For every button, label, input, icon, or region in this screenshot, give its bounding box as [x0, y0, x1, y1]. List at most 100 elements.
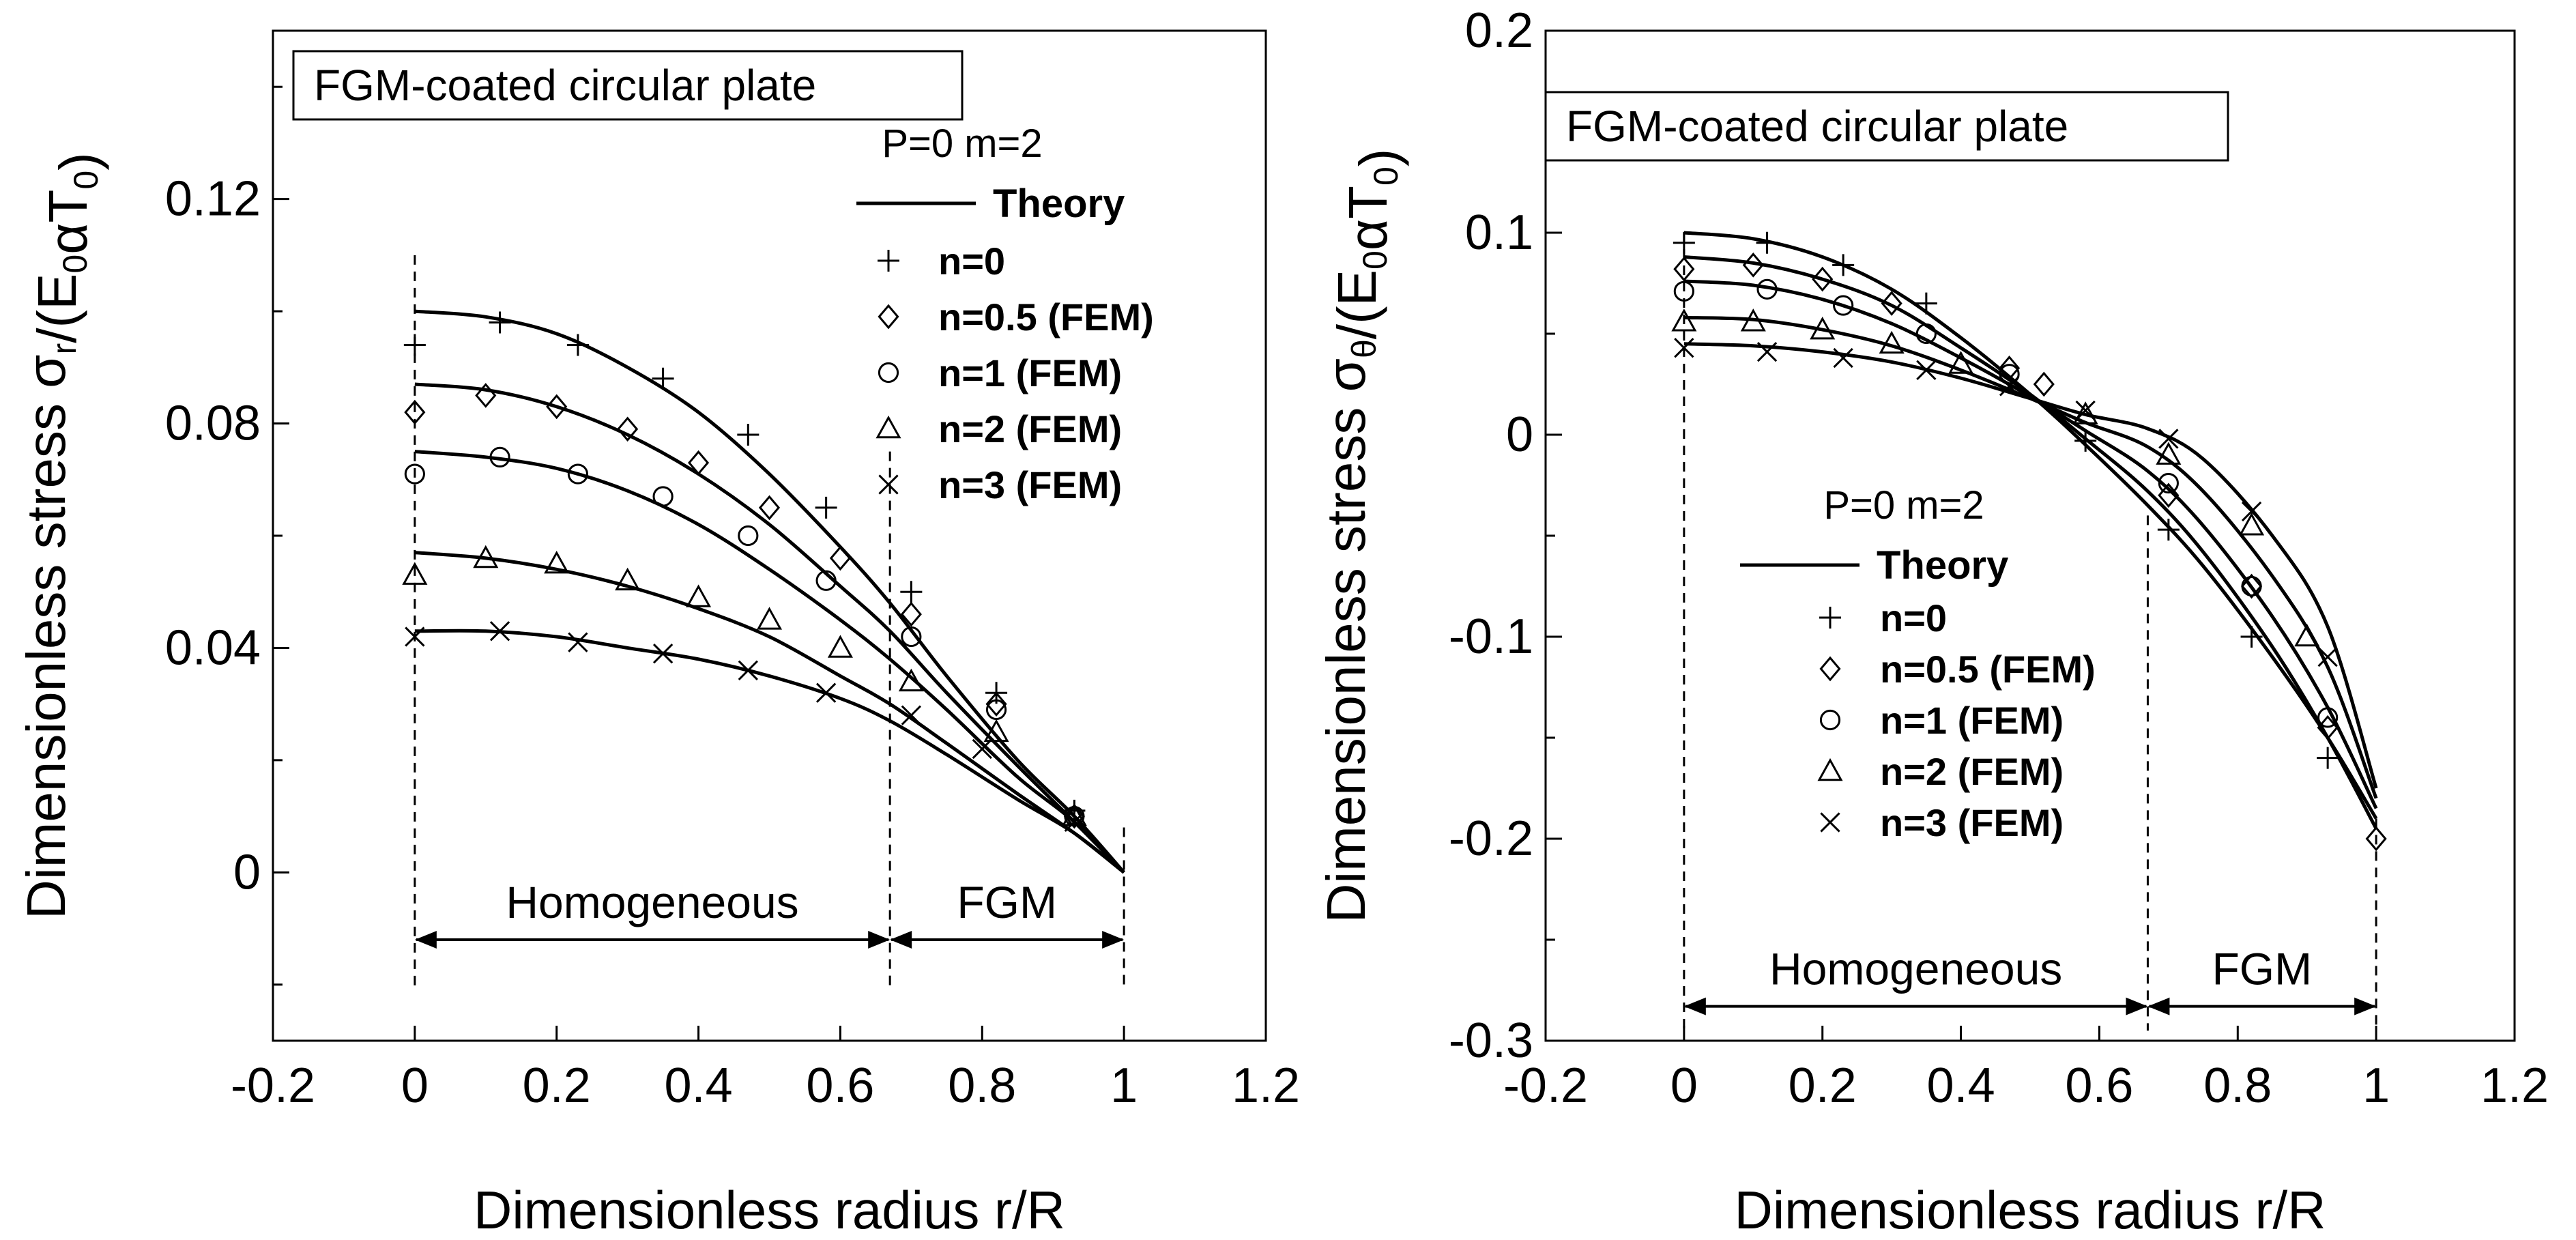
y-axis-label-subscript: 0 [56, 255, 94, 274]
fem-marker-x [1999, 376, 2020, 396]
y-axis-label-subscript: θ [1345, 339, 1383, 358]
y-tick-label: 0.2 [1465, 3, 1533, 58]
y-tick-label: -0.1 [1449, 609, 1533, 664]
y-axis-label-part: αT [38, 190, 98, 255]
y-tick-label: 0.08 [165, 396, 261, 451]
fem-marker-x [972, 738, 992, 760]
fem-marker-plus [1832, 254, 1855, 276]
region-arrow-head-right [1102, 931, 1125, 949]
plot-frame [1544, 29, 2516, 1042]
y-tick-label: -0.3 [1449, 1013, 1533, 1068]
fem-marker-triangle [402, 562, 428, 585]
fem-marker-triangle [2156, 442, 2182, 465]
fem-marker-x [489, 621, 510, 641]
legend-label: n=0.5 (FEM) [938, 295, 1154, 338]
fem-marker-circle [815, 570, 837, 591]
fem-marker-circle [2158, 472, 2179, 494]
fem-marker-diamond [1742, 253, 1764, 278]
y-axis-label-part: /(E [27, 274, 87, 343]
x-tick-label: 0 [1670, 1058, 1698, 1113]
x-tick-label: 1 [2362, 1058, 2390, 1113]
x-tick-label: 1.2 [1232, 1058, 1300, 1113]
legend-marker-triangle [875, 415, 901, 439]
fem-marker-triangle [473, 545, 499, 568]
y-axis-label-subscript: 0 [1356, 250, 1394, 270]
y-tick-label: 0 [1506, 407, 1533, 462]
x-tick-label: 0.6 [806, 1058, 874, 1113]
y-axis-label-subscript: 0 [1367, 167, 1405, 186]
fem-marker-triangle [615, 567, 641, 591]
fem-marker-diamond [1881, 291, 1902, 316]
fem-marker-plus [1915, 292, 1937, 315]
fem-marker-triangle [1671, 308, 1697, 332]
x-axis-label: Dimensionless radius r/R [1735, 1180, 2326, 1240]
theory-curve-triangle [414, 551, 1125, 874]
y-tick-label: 0 [233, 845, 261, 899]
x-tick-label: 0.4 [665, 1058, 733, 1113]
y-axis-label-part: Dimensionless stress σ [1316, 358, 1376, 923]
x-tick-label: 1.2 [2480, 1058, 2549, 1113]
fem-marker-circle [985, 699, 1007, 720]
fem-marker-circle [2241, 575, 2262, 597]
x-tick-label: 0 [401, 1058, 429, 1113]
legend-label: n=1 (FEM) [1880, 699, 2064, 742]
fem-marker-plus [403, 334, 426, 356]
y-axis-label: Dimensionless stress σθ/(E0αT0) [1316, 149, 1409, 923]
title-box [1544, 91, 2229, 162]
y-axis-label-part: αT [1337, 186, 1398, 250]
region-arrow-head-left [414, 931, 437, 949]
fem-marker-triangle [2294, 623, 2320, 647]
fem-marker-diamond [2365, 826, 2387, 852]
fem-marker-x [1916, 360, 1937, 380]
y-tick-label: 0.04 [165, 620, 261, 675]
legend-label: n=2 (FEM) [938, 407, 1122, 450]
fem-marker-diamond [758, 495, 781, 521]
x-tick-label: 0.2 [523, 1058, 591, 1113]
fem-marker-plus [2240, 626, 2263, 648]
fem-marker-diamond [2241, 573, 2263, 599]
y-axis-label-subscript: r [45, 343, 83, 355]
fem-marker-triangle [2239, 513, 2265, 536]
y-axis-label-part: Dimensionless stress σ [16, 354, 76, 919]
chart-hoop-stress: -0.2 0 0.2 0.4 0.6 0.8 1 1.2-0.3-0.2-0.100.10.2… [1316, 3, 2549, 1240]
title-box [292, 50, 964, 121]
fem-marker-circle [404, 463, 425, 485]
fem-marker-plus [2157, 519, 2180, 541]
fem-marker-diamond [1063, 803, 1085, 829]
fem-marker-x [1064, 811, 1085, 832]
fem-marker-diamond [404, 399, 426, 425]
y-tick-label: -0.2 [1449, 811, 1533, 866]
fem-marker-diamond [475, 383, 497, 408]
fem-marker-x [652, 644, 674, 664]
fem-marker-circle [2317, 707, 2339, 728]
x-tick-label: 0.8 [2203, 1058, 2272, 1113]
fem-marker-diamond [2158, 482, 2180, 508]
fem-marker-x [1674, 338, 1694, 358]
fem-marker-plus [2317, 747, 2339, 769]
fem-marker-triangle [898, 668, 924, 692]
fem-marker-circle [652, 486, 674, 507]
x-tick-label: 0.6 [2065, 1058, 2133, 1113]
fem-marker-x [2241, 501, 2262, 522]
x-axis-label: Dimensionless radius r/R [474, 1180, 1065, 1240]
fem-marker-x [568, 632, 588, 652]
fem-marker-triangle [983, 719, 1009, 742]
fem-marker-triangle [827, 635, 853, 658]
fem-marker-plus [1756, 231, 1778, 254]
chart-title: FGM-coated circular plate [314, 61, 816, 110]
legend-label: n=3 (FEM) [1880, 801, 2064, 844]
fem-marker-circle [901, 626, 922, 648]
legend-header: P=0 m=2 [882, 121, 1042, 166]
fem-marker-x [738, 660, 758, 680]
region-arrow-head-right [2354, 997, 2377, 1015]
fem-marker-diamond [900, 601, 922, 627]
legend-label: n=3 (FEM) [938, 463, 1122, 506]
legend-label: n=1 (FEM) [938, 351, 1122, 394]
x-tick-label: 0.2 [1789, 1058, 1857, 1113]
theory-curve-x [414, 629, 1125, 874]
fem-marker-circle [1999, 364, 2020, 385]
legend-header: P=0 m=2 [1823, 483, 1984, 528]
y-tick-label: 0.1 [1465, 205, 1533, 260]
fem-marker-diamond [1673, 256, 1695, 282]
